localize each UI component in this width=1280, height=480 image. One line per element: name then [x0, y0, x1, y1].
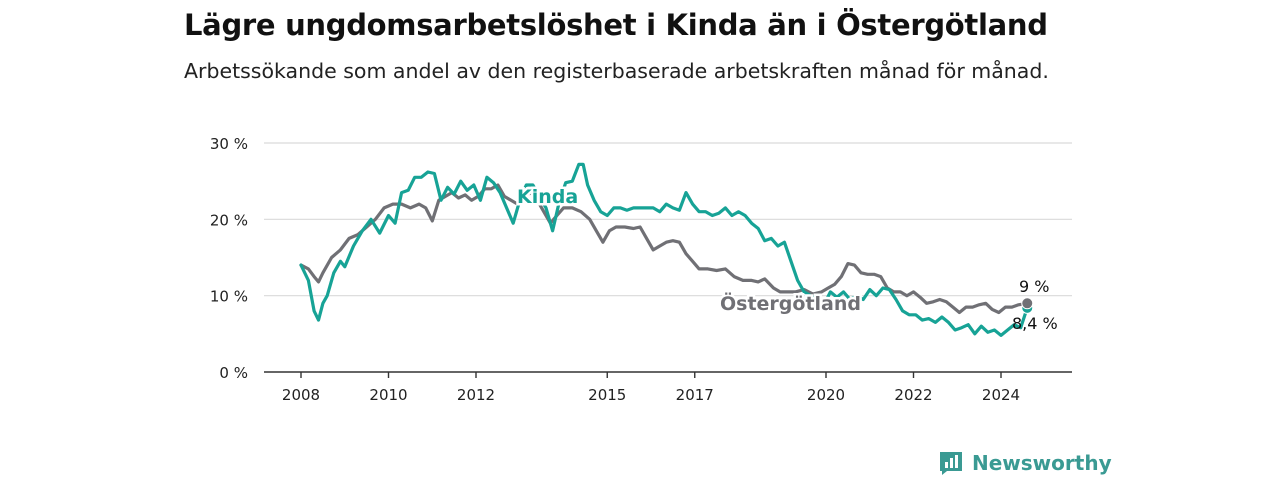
newsworthy-logo-icon	[940, 452, 962, 475]
series-line-ostergotland	[299, 183, 1029, 315]
x-tick-label: 2008	[282, 386, 320, 404]
series-label-kinda: Kinda	[517, 186, 578, 208]
y-tick-label: 30 %	[210, 135, 248, 153]
x-tick-label: 2010	[369, 386, 407, 404]
x-tick-label: 2024	[982, 386, 1020, 404]
x-tick-label: 2020	[807, 386, 845, 404]
end-marker-ostergotland	[1021, 297, 1034, 310]
y-tick-label: 10 %	[210, 288, 248, 306]
x-tick-label: 2012	[457, 386, 495, 404]
x-axis: 2008 2010 2012 2015 2017 2020 2022 2024	[264, 371, 1072, 404]
end-markers	[1021, 297, 1034, 314]
chart-title: Lägre ungdomsarbetslöshet i Kinda än i Ö…	[184, 8, 1048, 42]
y-tick-label: 0 %	[219, 364, 248, 382]
series-lines	[299, 162, 1029, 337]
y-tick-label: 20 %	[210, 211, 248, 229]
gridlines	[264, 142, 1072, 297]
chart-subtitle: Arbetssökande som andel av den registerb…	[184, 59, 1049, 83]
x-tick-label: 2017	[676, 386, 714, 404]
y-axis-ticks: 0 % 10 % 20 % 30 %	[210, 135, 248, 382]
series-line-kinda	[299, 162, 1029, 337]
brand-logo: Newsworthy	[938, 450, 1112, 476]
end-label-kinda: 8,4 %	[1012, 314, 1058, 333]
end-label-ostergotland: 9 %	[1019, 277, 1049, 296]
x-tick-label: 2015	[588, 386, 626, 404]
brand-name: Newsworthy	[972, 451, 1112, 475]
x-tick-label: 2022	[894, 386, 932, 404]
series-label-ostergotland: Östergötland	[720, 291, 861, 315]
